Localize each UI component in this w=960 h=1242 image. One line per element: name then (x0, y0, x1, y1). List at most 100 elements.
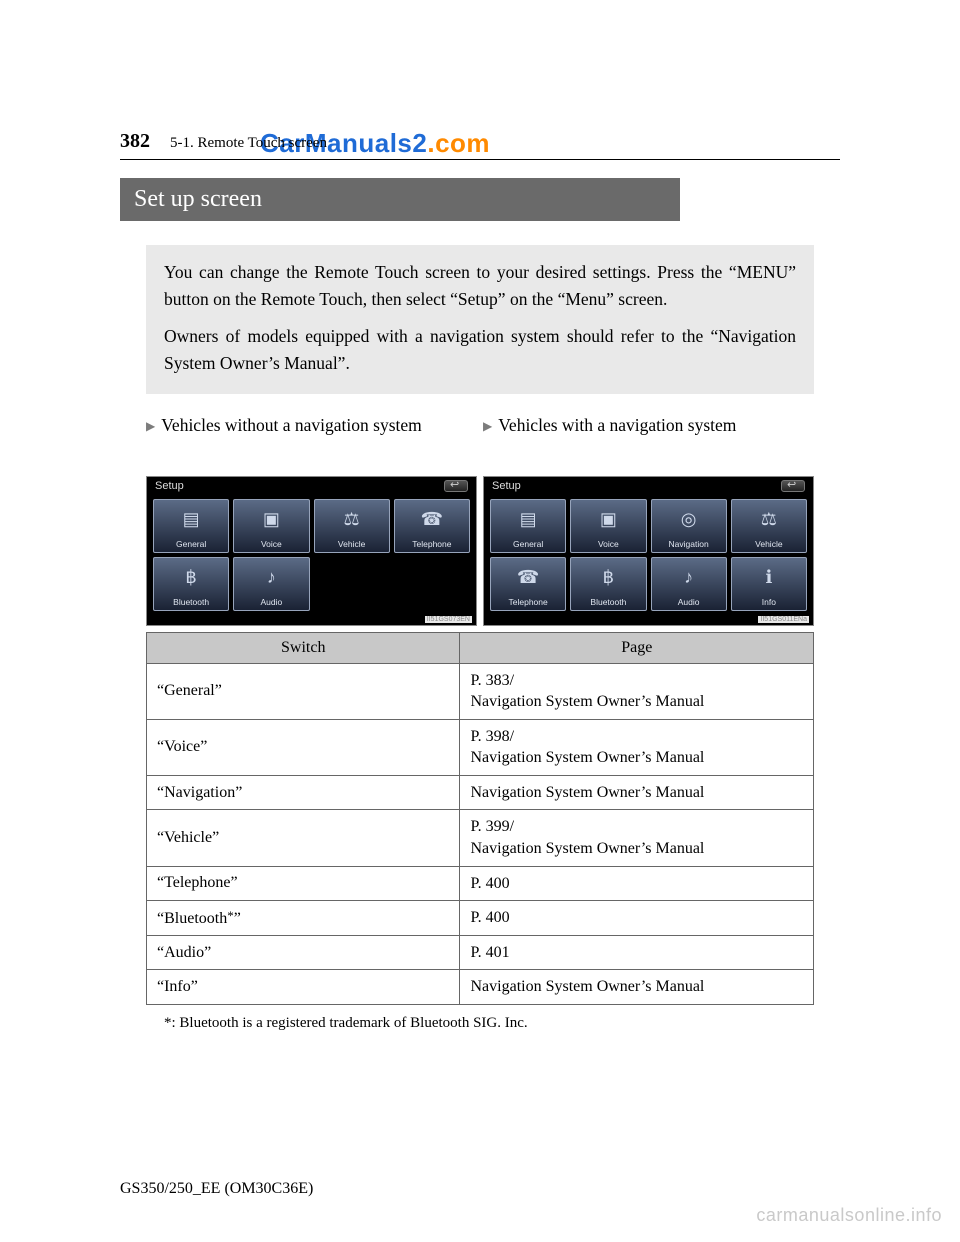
voice-icon: ▣ (600, 500, 617, 539)
tile-label: Bluetooth (590, 597, 626, 607)
page-title: Set up screen (120, 178, 680, 221)
intro-p2: Owners of models equipped with a navigat… (164, 323, 796, 377)
audio-icon: ♪ (267, 558, 276, 597)
section-label: 5-1. Remote Touch screen (170, 135, 327, 152)
telephone-icon: ☎ (517, 558, 539, 597)
col-without-nav: ▶ Vehicles without a navigation system S… (146, 412, 477, 626)
screen-top-bar: Setup (484, 477, 813, 495)
cell-switch: “Audio” (147, 935, 460, 970)
setup-tile-general: ▤General (490, 499, 566, 553)
tile-grid-without: ▤General▣Voice⚖Vehicle☎Telephone฿Bluetoo… (147, 495, 476, 615)
general-icon: ▤ (183, 500, 200, 539)
table-row: “Navigation”Navigation System Owner’s Ma… (147, 775, 814, 810)
cell-page: Navigation System Owner’s Manual (460, 970, 814, 1005)
setup-tile-telephone: ☎Telephone (490, 557, 566, 611)
tile-label: Telephone (412, 539, 451, 549)
variant-columns: ▶ Vehicles without a navigation system S… (146, 412, 814, 626)
cell-switch: “Voice” (147, 719, 460, 775)
tile-label: Audio (678, 597, 700, 607)
screen-tag-without: II51GS073EN (425, 616, 472, 623)
col-label-with: Vehicles with a navigation system (498, 412, 736, 438)
page-content: 382 5-1. Remote Touch screen Set up scre… (120, 130, 840, 1032)
back-icon (781, 480, 805, 492)
cell-switch: “Navigation” (147, 775, 460, 810)
switch-table: Switch Page “General”P. 383/Navigation S… (146, 632, 814, 1006)
tile-label: General (513, 539, 543, 549)
table-row: “Vehicle”P. 399/Navigation System Owner’… (147, 810, 814, 866)
setup-tile-voice: ▣Voice (233, 499, 309, 553)
col-label-without: Vehicles without a navigation system (161, 412, 422, 438)
cell-page: Navigation System Owner’s Manual (460, 775, 814, 810)
setup-tile-bluetooth: ฿Bluetooth (153, 557, 229, 611)
screen-with-nav: Setup ▤General▣Voice◎Navigation⚖Vehicle☎… (483, 476, 814, 626)
audio-icon: ♪ (684, 558, 693, 597)
setup-tile-info: ℹInfo (731, 557, 807, 611)
cell-switch: “Info” (147, 970, 460, 1005)
footer-doc-id: GS350/250_EE (OM30C36E) (120, 1180, 313, 1198)
table-row: “Info”Navigation System Owner’s Manual (147, 970, 814, 1005)
col-head-with: ▶ Vehicles with a navigation system (483, 412, 814, 466)
col-with-nav: ▶ Vehicles with a navigation system Setu… (483, 412, 814, 626)
setup-tile-vehicle: ⚖Vehicle (314, 499, 390, 553)
table-row: “Telephone”P. 400 (147, 866, 814, 901)
tile-label: Vehicle (338, 539, 365, 549)
telephone-icon: ☎ (421, 500, 443, 539)
tile-grid-with: ▤General▣Voice◎Navigation⚖Vehicle☎Teleph… (484, 495, 813, 615)
back-icon (444, 480, 468, 492)
setup-tile-bluetooth: ฿Bluetooth (570, 557, 646, 611)
watermark-bottom: carmanualsonline.info (756, 1205, 942, 1226)
bluetooth-icon: ฿ (603, 558, 614, 597)
cell-switch: “Telephone” (147, 866, 460, 901)
table-row: “Voice”P. 398/Navigation System Owner’s … (147, 719, 814, 775)
screen-tag-with: II51GS011ENa (758, 616, 809, 623)
empty-tile (394, 557, 470, 611)
intro-p1: You can change the Remote Touch screen t… (164, 259, 796, 313)
triangle-icon: ▶ (483, 417, 492, 435)
empty-tile (314, 557, 390, 611)
info-icon: ℹ (765, 558, 772, 597)
navigation-icon: ◎ (681, 500, 697, 539)
general-icon: ▤ (520, 500, 537, 539)
cell-page: P. 401 (460, 935, 814, 970)
screen-without-nav: Setup ▤General▣Voice⚖Vehicle☎Telephone฿B… (146, 476, 477, 626)
table-row: “Bluetooth*”P. 400 (147, 901, 814, 936)
vehicle-icon: ⚖ (761, 500, 777, 539)
th-page: Page (460, 632, 814, 663)
tile-label: Telephone (509, 597, 548, 607)
th-switch: Switch (147, 632, 460, 663)
cell-page: P. 400 (460, 866, 814, 901)
voice-icon: ▣ (263, 500, 280, 539)
intro-box: You can change the Remote Touch screen t… (146, 245, 814, 394)
bluetooth-icon: ฿ (185, 558, 196, 597)
cell-switch: “General” (147, 663, 460, 719)
header-divider (120, 159, 840, 160)
setup-tile-navigation: ◎Navigation (651, 499, 727, 553)
cell-page: P. 398/Navigation System Owner’s Manual (460, 719, 814, 775)
cell-page: P. 400 (460, 901, 814, 936)
footnote: *: Bluetooth is a registered trademark o… (164, 1015, 814, 1032)
vehicle-icon: ⚖ (344, 500, 360, 539)
tile-label: Info (762, 597, 776, 607)
tile-label: Vehicle (755, 539, 782, 549)
col-head-without: ▶ Vehicles without a navigation system (146, 412, 477, 466)
page-header: 382 5-1. Remote Touch screen (120, 130, 840, 153)
setup-tile-audio: ♪Audio (651, 557, 727, 611)
setup-tile-audio: ♪Audio (233, 557, 309, 611)
tile-label: Voice (261, 539, 282, 549)
cell-page: P. 399/Navigation System Owner’s Manual (460, 810, 814, 866)
tile-label: Audio (261, 597, 283, 607)
setup-tile-voice: ▣Voice (570, 499, 646, 553)
tile-label: Voice (598, 539, 619, 549)
tile-label: Navigation (669, 539, 709, 549)
screen-top-bar: Setup (147, 477, 476, 495)
tile-label: Bluetooth (173, 597, 209, 607)
screen-title: Setup (155, 480, 184, 492)
table-row: “General”P. 383/Navigation System Owner’… (147, 663, 814, 719)
setup-tile-telephone: ☎Telephone (394, 499, 470, 553)
cell-switch: “Bluetooth*” (147, 901, 460, 936)
cell-switch: “Vehicle” (147, 810, 460, 866)
page-number: 382 (120, 130, 150, 153)
setup-tile-general: ▤General (153, 499, 229, 553)
tile-label: General (176, 539, 206, 549)
table-row: “Audio”P. 401 (147, 935, 814, 970)
